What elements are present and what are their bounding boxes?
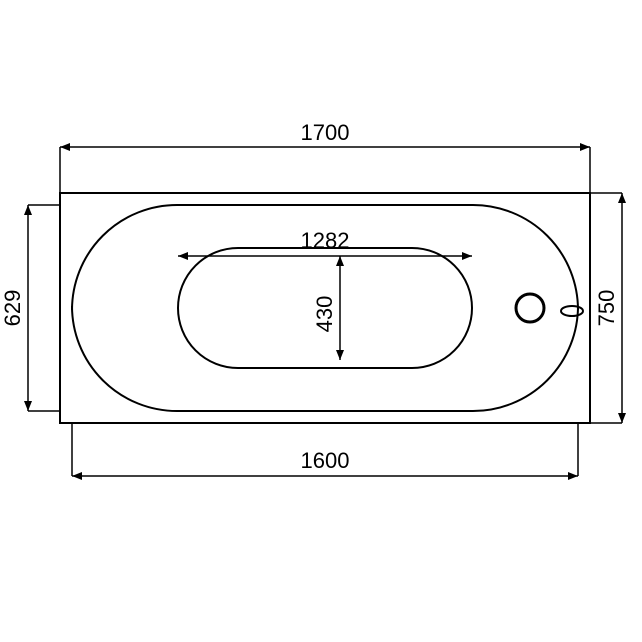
bathtub-dimension-drawing: 1700 1600 629 750 1282 430 [0, 0, 642, 642]
dim-label: 1600 [301, 448, 350, 473]
dim-label: 1700 [301, 120, 350, 145]
overflow-icon [561, 306, 583, 316]
drain-icon [516, 294, 544, 322]
dim-label: 750 [594, 290, 619, 327]
dim-label: 629 [0, 290, 25, 327]
dim-label: 1282 [301, 228, 350, 253]
dim-label: 430 [312, 296, 337, 333]
